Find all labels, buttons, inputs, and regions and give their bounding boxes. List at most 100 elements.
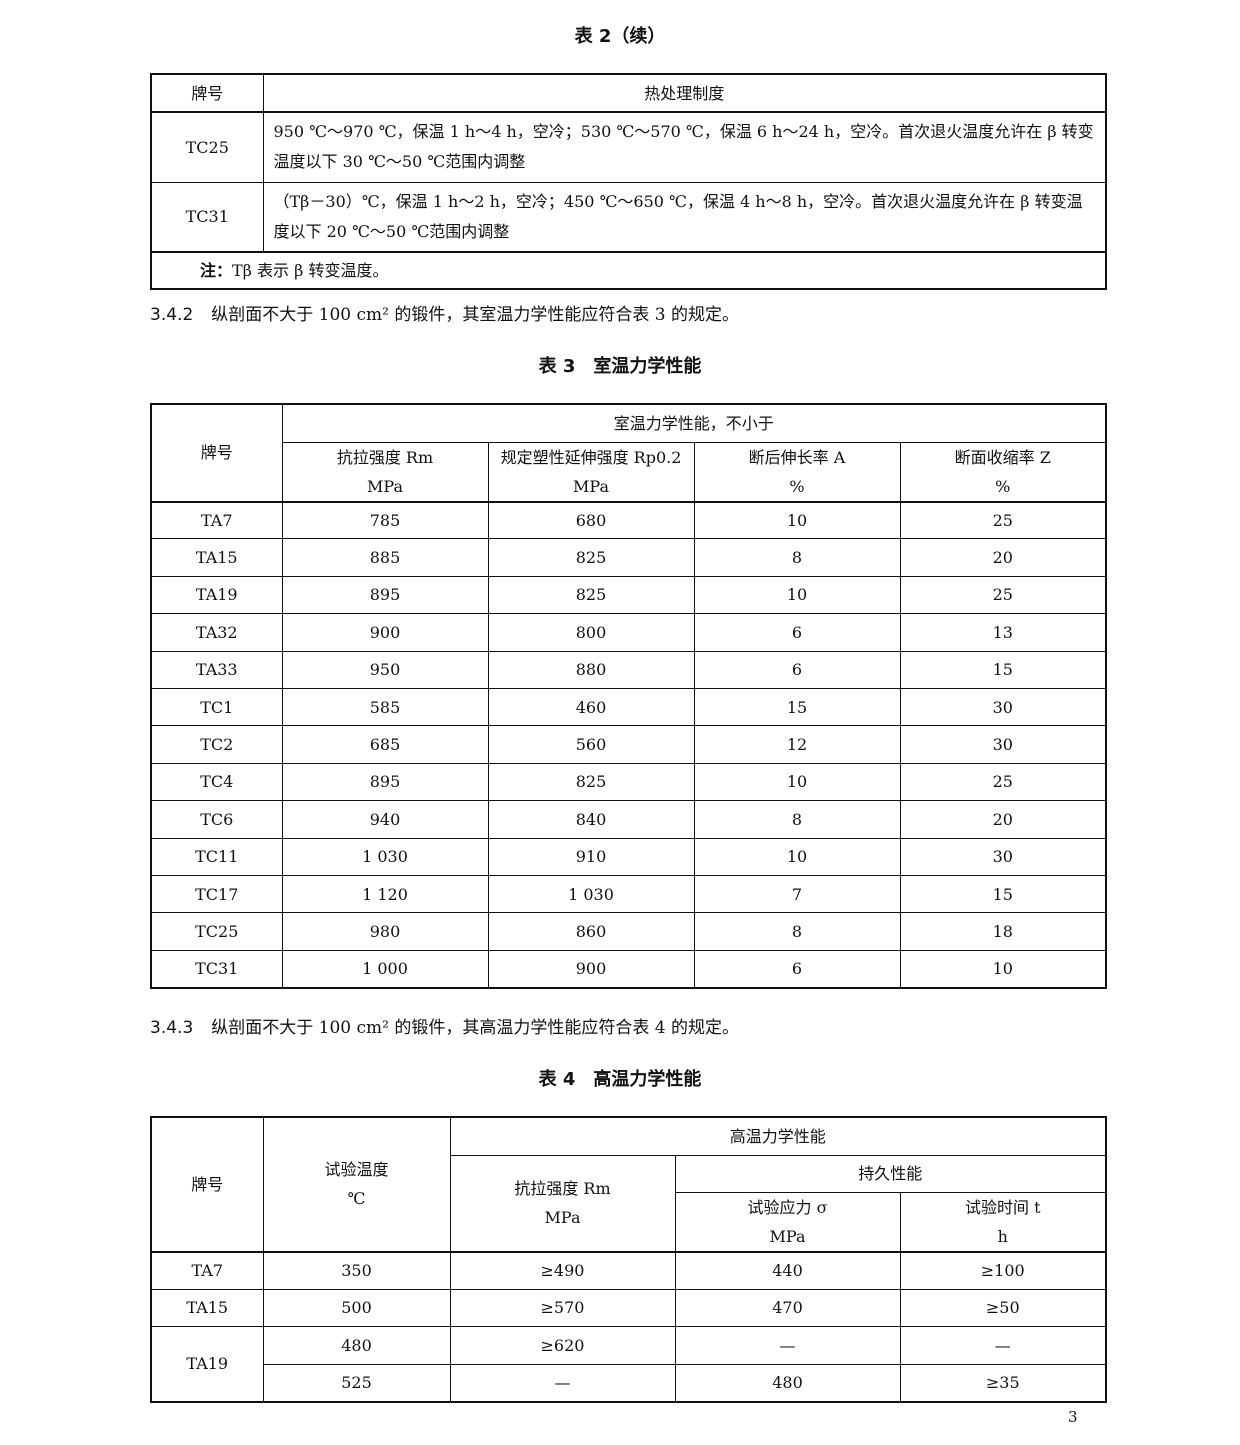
value-cell: 15	[693, 687, 901, 727]
header-col: 规定塑性延伸强度 Rp0.2 MPa	[487, 441, 695, 503]
value-cell: 18	[899, 912, 1107, 951]
value-cell: 6	[693, 949, 901, 989]
value-cell: 980	[281, 912, 489, 951]
value-cell: 880	[487, 650, 695, 689]
value-cell: 10	[693, 837, 901, 876]
grade-cell: TC25	[150, 111, 264, 183]
header-temp: 试验温度 ℃	[262, 1116, 451, 1253]
grade-cell: TA19	[150, 1326, 264, 1402]
value-cell: ≥620	[449, 1326, 676, 1365]
grade-cell: TC25	[150, 912, 283, 951]
value-cell: 30	[899, 837, 1107, 876]
header-col: 抗拉强度 Rm MPa	[281, 441, 489, 503]
value-cell: 20	[899, 800, 1107, 839]
value-cell: 440	[674, 1251, 901, 1290]
table-row: TC31 1 000 900 6 10	[150, 949, 1107, 989]
table-row: TC17 1 120 1 030 7 15	[150, 874, 1107, 914]
grade-cell: TC11	[150, 837, 283, 876]
table3-title: 表 3 室温力学性能	[538, 356, 702, 377]
value-cell: 900	[487, 949, 695, 989]
table-row: TC11 1 030 910 10 30	[150, 837, 1107, 876]
value-cell: 900	[281, 613, 489, 652]
header-grade: 牌号	[150, 73, 264, 113]
table-row: TA15 500 ≥570 470 ≥50	[150, 1288, 1107, 1327]
value-cell: 885	[281, 538, 489, 577]
grade-cell: TC4	[150, 762, 283, 802]
grade-cell: TC31	[150, 181, 264, 253]
table-row: TC25 980 860 8 18	[150, 912, 1107, 951]
grade-cell: TC31	[150, 949, 283, 989]
value-cell: 7	[693, 874, 901, 914]
value-cell: —	[449, 1363, 676, 1402]
header-tensile: 抗拉强度 Rm MPa	[449, 1154, 676, 1253]
value-cell: 585	[281, 687, 489, 727]
value-cell: ≥35	[899, 1363, 1107, 1402]
value-cell: 1 120	[281, 874, 489, 914]
header-group: 高温力学性能	[449, 1116, 1107, 1156]
value-cell: 480	[674, 1363, 901, 1402]
header-endurance: 持久性能	[674, 1154, 1107, 1193]
table-4: 牌号 试验温度 ℃ 高温力学性能 抗拉强度 Rm MPa 持久性能 试验应力 σ MP…	[150, 1116, 1107, 1403]
table-row: TC1 585 460 15 30	[150, 687, 1107, 727]
value-cell: 895	[281, 575, 489, 615]
grade-cell: TC1	[150, 687, 283, 727]
value-cell: 10	[899, 949, 1107, 989]
table-row: TC4 895 825 10 25	[150, 762, 1107, 802]
header-col: 断后伸长率 A%	[693, 441, 901, 503]
value-cell: 25	[899, 575, 1107, 615]
grade-cell: TA7	[150, 1251, 264, 1290]
table-row: TC6 940 840 8 20	[150, 800, 1107, 839]
table-row: TA32 900 800 6 13	[150, 613, 1107, 652]
value-cell: 20	[899, 538, 1107, 577]
grade-cell: TA7	[150, 500, 283, 540]
table4-title: 表 4 高温力学性能	[538, 1069, 702, 1090]
grade-cell: TA15	[150, 538, 283, 577]
header-col: 断面收缩率 Z%	[899, 441, 1107, 503]
value-cell: 785	[281, 500, 489, 540]
table-2: 牌号 热处理制度 TC25 950 ℃～970 ℃，保温 1 h～4 h，空冷；…	[150, 73, 1107, 290]
header-grade: 牌号	[150, 1116, 264, 1253]
value-cell: 12	[693, 725, 901, 764]
table-row: TA33 950 880 6 15	[150, 650, 1107, 689]
value-cell: 825	[487, 762, 695, 802]
value-cell: 350	[262, 1251, 451, 1290]
value-cell: 500	[262, 1288, 451, 1327]
value-cell: 680	[487, 500, 695, 540]
value-cell: 8	[693, 538, 901, 577]
value-cell: 525	[262, 1363, 451, 1402]
value-cell: 15	[899, 874, 1107, 914]
value-cell: 10	[693, 500, 901, 540]
value-cell: 13	[899, 613, 1107, 652]
value-cell: ≥570	[449, 1288, 676, 1327]
value-cell: 10	[693, 575, 901, 615]
value-cell: 940	[281, 800, 489, 839]
value-cell: 6	[693, 650, 901, 689]
table-row: TA7 785 680 10 25	[150, 500, 1107, 540]
value-cell: 950	[281, 650, 489, 689]
treatment-cell: （Tβ－30）℃，保温 1 h～2 h，空冷；450 ℃～650 ℃，保温 4 …	[262, 181, 1107, 253]
table-row: TA15 885 825 8 20	[150, 538, 1107, 577]
value-cell: 30	[899, 687, 1107, 727]
value-cell: 6	[693, 613, 901, 652]
clause-3-4-3: 3.4.3 纵剖面不大于 100 cm² 的锻件，其高温力学性能应符合表 4 的规…	[150, 1018, 740, 1038]
grade-cell: TA15	[150, 1288, 264, 1327]
value-cell: 15	[899, 650, 1107, 689]
value-cell: ≥50	[899, 1288, 1107, 1327]
table-note: 注：Tβ 表示 β 转变温度。	[150, 251, 1107, 290]
value-cell: 910	[487, 837, 695, 876]
header-group: 室温力学性能，不小于	[281, 403, 1107, 443]
grade-cell: TC6	[150, 800, 283, 839]
value-cell: 480	[262, 1326, 451, 1365]
grade-cell: TA19	[150, 575, 283, 615]
header-stress: 试验应力 σ MPa	[674, 1191, 901, 1253]
value-cell: 895	[281, 762, 489, 802]
value-cell: 685	[281, 725, 489, 764]
page-number: 3	[1068, 1408, 1078, 1426]
table2-title: 表 2（续）	[574, 26, 666, 47]
value-cell: —	[899, 1326, 1107, 1365]
value-cell: 560	[487, 725, 695, 764]
treatment-cell: 950 ℃～970 ℃，保温 1 h～4 h，空冷；530 ℃～570 ℃，保温…	[262, 111, 1107, 183]
value-cell: ≥490	[449, 1251, 676, 1290]
value-cell: 840	[487, 800, 695, 839]
